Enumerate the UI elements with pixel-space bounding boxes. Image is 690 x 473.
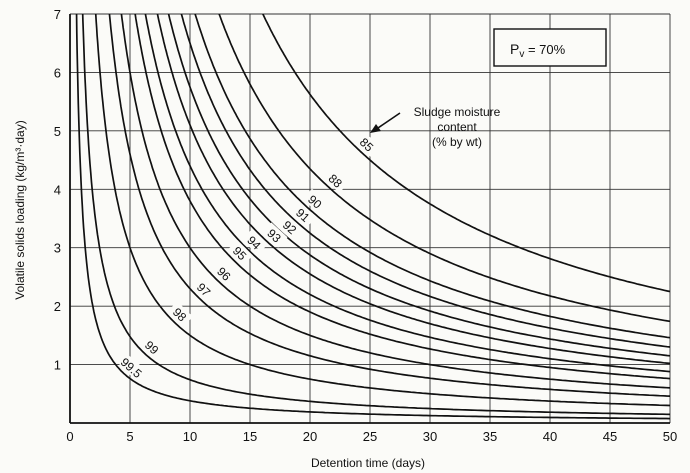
series-label-bg <box>211 260 238 286</box>
series-line-99 <box>81 14 670 416</box>
y-axis-label: Volatile solids loading (kg/m³·day) <box>13 120 27 299</box>
curves <box>75 14 670 420</box>
y-tick-label: 3 <box>54 241 61 256</box>
series-line-99.5 <box>75 14 670 420</box>
series-line-88 <box>218 14 670 323</box>
y-tick-label: 4 <box>54 182 61 197</box>
x-tick-label: 10 <box>183 429 197 444</box>
legend-box-text: Pv = 70% <box>510 41 566 60</box>
legend-box: Pv = 70% <box>493 28 607 67</box>
series-label-bg <box>191 276 217 302</box>
series-label-bg <box>277 214 304 240</box>
x-tick-label: 30 <box>423 429 437 444</box>
series-label-bg <box>139 334 166 360</box>
series-line-90 <box>194 14 670 339</box>
x-tick-label: 25 <box>363 429 377 444</box>
series-line-97 <box>108 14 670 397</box>
y-tick-labels: 1 2 3 4 5 6 7 <box>54 7 61 373</box>
legend-sub: v <box>519 49 524 60</box>
series-label-bg <box>241 229 268 255</box>
series-label-bg <box>290 202 317 228</box>
series-label-bg <box>118 354 145 380</box>
annotation-line-1: Sludge moisture <box>414 105 501 119</box>
series-line-98 <box>94 14 670 407</box>
x-tick-label: 40 <box>543 429 557 444</box>
annotation: Sludge moisture content (% by wt) <box>370 105 501 149</box>
series-label-bg <box>302 188 329 214</box>
y-tick-label: 7 <box>54 7 61 22</box>
legend-box-frame <box>493 28 607 67</box>
x-tick-label: 5 <box>126 429 133 444</box>
x-tick-label: 45 <box>603 429 617 444</box>
y-tick-label: 5 <box>54 124 61 139</box>
x-axis-label: Detention time (days) <box>311 456 425 470</box>
y-tick-label: 1 <box>54 358 61 373</box>
series-line-91 <box>180 14 670 348</box>
series-line-92 <box>167 14 670 357</box>
annotation-line-3: (% by wt) <box>432 135 482 149</box>
series-label-bg <box>167 301 193 327</box>
x-tick-label: 20 <box>303 429 317 444</box>
series-line-93 <box>156 14 670 365</box>
legend-rest: = 70% <box>524 42 565 57</box>
legend-p: P <box>510 41 519 57</box>
x-tick-label: 35 <box>483 429 497 444</box>
x-tick-label: 50 <box>663 429 677 444</box>
series-line-95 <box>134 14 670 380</box>
grid <box>70 13 671 423</box>
series-label-bg <box>323 167 349 193</box>
series-line-94 <box>144 14 670 373</box>
series-label-bg <box>354 131 381 157</box>
annotation-arrow <box>374 112 401 131</box>
y-tick-label: 6 <box>54 65 61 80</box>
y-tick-label: 2 <box>54 299 61 314</box>
series-label-bg <box>227 239 253 266</box>
annotation-arrowhead <box>370 124 381 133</box>
x-tick-labels: 0 5 10 15 20 25 30 35 40 45 50 <box>66 429 677 444</box>
annotation-line-2: content <box>437 120 477 134</box>
x-tick-label: 0 <box>66 429 73 444</box>
series-label-99.5: 99.5 <box>118 355 145 381</box>
x-tick-label: 15 <box>243 429 257 444</box>
series-line-96 <box>120 14 670 389</box>
series-label-bg <box>261 222 288 248</box>
series-line-85 <box>261 14 670 293</box>
axes <box>69 14 670 424</box>
